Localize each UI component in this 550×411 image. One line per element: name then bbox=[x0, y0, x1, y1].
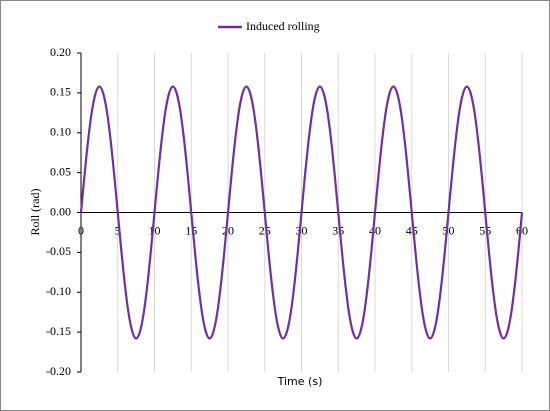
x-axis-label: Time (s) bbox=[277, 375, 323, 388]
y-tick-label: 0.05 bbox=[50, 164, 71, 178]
x-tick-label: 45 bbox=[406, 223, 418, 237]
y-tick-label: 0.00 bbox=[50, 204, 71, 218]
x-tick-label: 15 bbox=[185, 223, 197, 237]
y-tick-label: -0.05 bbox=[46, 244, 71, 258]
x-tick-label: 30 bbox=[296, 223, 308, 237]
x-tick-label: 40 bbox=[369, 223, 381, 237]
y-tick-label: -0.20 bbox=[46, 364, 71, 378]
x-tick-label: 55 bbox=[479, 223, 491, 237]
y-tick-label: -0.15 bbox=[46, 324, 71, 338]
y-tick-label: 0.20 bbox=[50, 45, 71, 59]
x-tick-label: 20 bbox=[222, 223, 234, 237]
x-tick-label: 25 bbox=[259, 223, 271, 237]
x-tick-label: 60 bbox=[516, 223, 528, 237]
y-axis-label: Roll (rad) bbox=[28, 189, 42, 236]
y-tick-label: 0.15 bbox=[50, 85, 71, 99]
plot-area: 0510152025303540455055600.200.150.100.05… bbox=[46, 45, 528, 378]
x-tick-label: 35 bbox=[332, 223, 344, 237]
legend-label: Induced rolling bbox=[246, 19, 320, 33]
series-line bbox=[79, 85, 524, 340]
x-tick-label: 10 bbox=[149, 223, 161, 237]
y-tick-label: 0.10 bbox=[50, 125, 71, 139]
y-tick-label: -0.10 bbox=[46, 284, 71, 298]
x-tick-label: 50 bbox=[443, 223, 455, 237]
x-tick-label: 5 bbox=[115, 223, 121, 237]
